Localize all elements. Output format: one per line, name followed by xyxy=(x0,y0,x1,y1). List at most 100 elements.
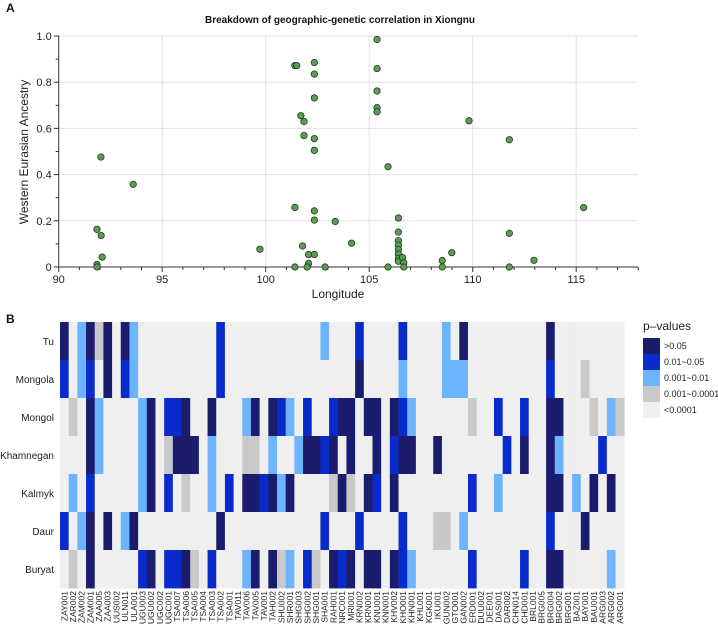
heatmap-cell xyxy=(94,398,104,437)
heatmap-cell xyxy=(520,436,530,475)
column-label: TSA001 xyxy=(224,591,234,622)
heatmap-cell xyxy=(415,360,425,399)
column-label: GTO001 xyxy=(450,591,460,624)
heatmap-cell xyxy=(476,512,486,551)
heatmap-cell xyxy=(563,322,573,361)
heatmap-cell xyxy=(520,322,530,361)
heatmap-cell xyxy=(389,436,399,475)
heatmap-cell xyxy=(572,512,582,551)
y-tick-label: 0.2 xyxy=(36,216,51,228)
column-label: IKU001 xyxy=(433,591,443,620)
heatmap-cell xyxy=(155,550,165,589)
heatmap-cell xyxy=(198,512,208,551)
heatmap-cell xyxy=(112,398,122,437)
column-label: KRN001 xyxy=(363,591,373,623)
data-point xyxy=(93,263,101,271)
x-tick-label: 105 xyxy=(360,274,378,286)
heatmap-cell xyxy=(441,360,451,399)
column-label: ARG003 xyxy=(598,591,608,624)
heatmap-cell xyxy=(363,398,373,437)
heatmap-cell xyxy=(598,550,608,589)
heatmap-cell xyxy=(554,322,564,361)
heatmap-cell xyxy=(441,322,451,361)
column-label: TAV011 xyxy=(233,591,243,620)
heatmap-cell xyxy=(112,436,122,475)
heatmap-cell xyxy=(60,398,70,437)
heatmap-cell xyxy=(268,360,278,399)
heatmap-cell xyxy=(277,436,287,475)
heatmap-cell xyxy=(467,550,478,589)
heatmap-cell xyxy=(294,550,304,589)
heatmap-cell xyxy=(181,360,191,399)
heatmap-cell xyxy=(433,398,443,437)
heatmap-cell xyxy=(572,360,582,399)
heatmap-cell xyxy=(546,322,556,361)
heatmap-cell xyxy=(268,550,278,589)
heatmap-cell xyxy=(494,550,504,589)
heatmap-cell xyxy=(164,474,174,513)
heatmap-cell xyxy=(224,512,234,551)
heatmap-cell xyxy=(398,436,408,475)
data-point xyxy=(293,61,301,70)
column-label: BRG002 xyxy=(554,591,564,624)
legend-swatch xyxy=(643,370,660,386)
data-point xyxy=(384,263,392,271)
heatmap-cell xyxy=(355,550,365,589)
heatmap-cell xyxy=(68,512,78,551)
heatmap-cell xyxy=(337,360,347,399)
legend-label: <0.0001 xyxy=(664,405,697,415)
heatmap-cell xyxy=(129,322,139,361)
heatmap-cell xyxy=(112,550,122,589)
column-label: TSA004 xyxy=(198,591,208,622)
heatmap-cell xyxy=(224,322,234,361)
heatmap-cell xyxy=(450,512,460,551)
heatmap-cell xyxy=(450,436,460,475)
heatmap-cell xyxy=(407,322,417,361)
heatmap-cell xyxy=(320,360,330,399)
column-label: TSA003 xyxy=(207,591,217,622)
heatmap-cell xyxy=(554,512,564,551)
heatmap-cell xyxy=(77,550,87,589)
heatmap-cell xyxy=(129,436,139,475)
heatmap-cell xyxy=(329,398,339,437)
heatmap-cell xyxy=(120,474,130,513)
heatmap-cell xyxy=(164,398,174,437)
heatmap-cell xyxy=(494,436,504,475)
heatmap-cell xyxy=(528,436,538,475)
legend-label: 0.001~0.01 xyxy=(664,373,709,383)
heatmap-cell xyxy=(546,398,556,437)
heatmap-cell xyxy=(198,360,208,399)
heatmap-cell xyxy=(129,512,139,551)
heatmap-cell xyxy=(224,436,234,475)
column-label: ULN011 xyxy=(120,591,130,622)
column-label: SHG002 xyxy=(302,591,312,624)
column-label: BAZ001 xyxy=(571,591,581,622)
data-point xyxy=(310,207,318,215)
heatmap-cell xyxy=(138,512,148,551)
heatmap-cell xyxy=(303,398,313,437)
heatmap-cell xyxy=(198,398,208,437)
heatmap-cell xyxy=(346,398,356,437)
heatmap-cell xyxy=(415,512,425,551)
heatmap-cell xyxy=(363,474,373,513)
heatmap-cell xyxy=(198,550,208,589)
heatmap-cell xyxy=(337,436,347,475)
column-label: ZAA005 xyxy=(94,591,104,622)
heatmap-cell xyxy=(363,436,373,475)
heatmap-cell xyxy=(164,436,174,475)
data-point xyxy=(310,146,318,154)
heatmap-cell xyxy=(268,398,278,437)
heatmap-cell xyxy=(606,322,616,361)
heatmap-cell xyxy=(250,550,261,589)
column-label: TAV001 xyxy=(259,591,269,621)
heatmap-cell xyxy=(441,512,451,551)
heatmap-cell xyxy=(459,322,469,361)
heatmap-cell xyxy=(311,436,321,475)
column-label: SHG001 xyxy=(311,591,321,624)
heatmap-cell xyxy=(528,398,538,437)
column-label: BRG001 xyxy=(563,591,573,624)
heatmap-cell xyxy=(233,512,243,551)
heatmap-cell xyxy=(337,322,347,361)
heatmap-cell xyxy=(190,512,200,551)
heatmap-cell xyxy=(94,436,104,475)
